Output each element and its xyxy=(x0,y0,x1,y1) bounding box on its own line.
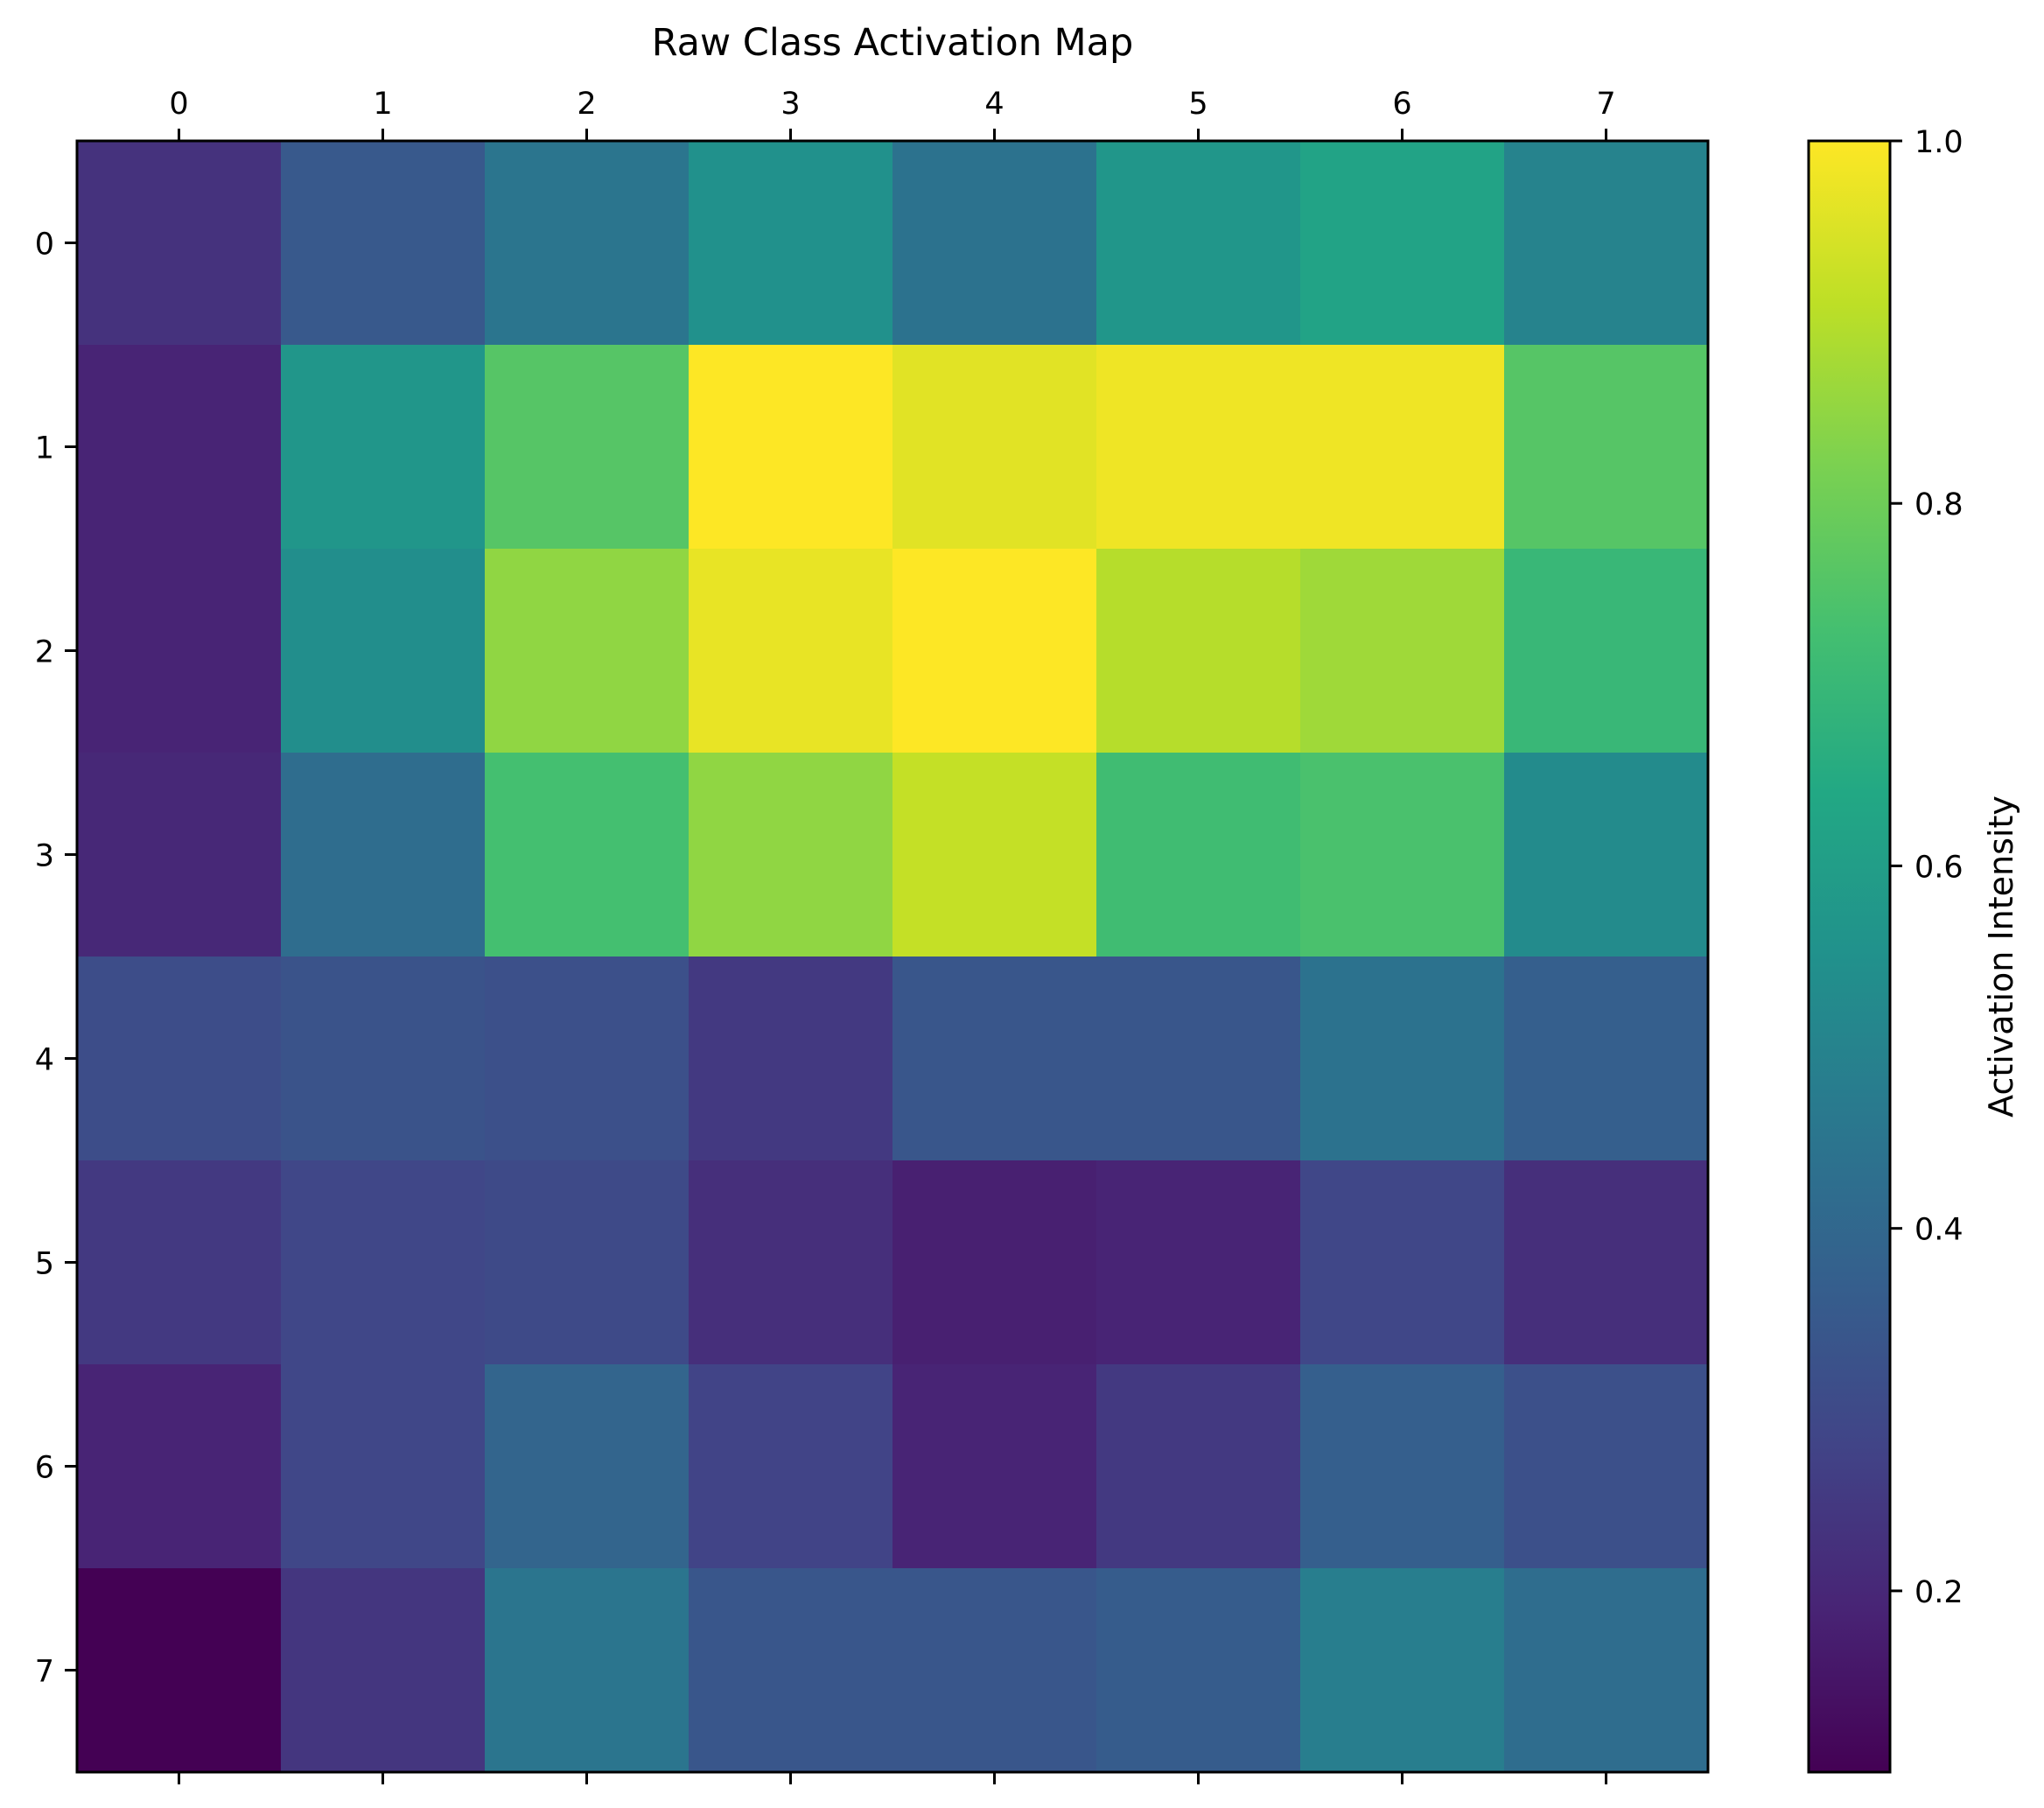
heatmap-cell-r7-c5 xyxy=(1096,1568,1301,1773)
heatmap-cell-r2-c0 xyxy=(77,549,282,753)
colorbar-tick-label: 0.4 xyxy=(1914,1213,1964,1248)
heatmap-cell-r5-c2 xyxy=(485,1160,690,1365)
heatmap-cell-r1-c5 xyxy=(1096,345,1301,550)
heatmap-cell-r3-c4 xyxy=(892,753,1097,957)
heatmap-cell-r5-c7 xyxy=(1504,1160,1709,1365)
heatmap-cell-r1-c0 xyxy=(77,345,282,550)
heatmap-cell-r0-c7 xyxy=(1504,141,1709,346)
heatmap-cell-r4-c7 xyxy=(1504,957,1709,1161)
heatmap-cell-r7-c3 xyxy=(689,1568,893,1773)
colorbar-label: Activation Intensity xyxy=(1982,795,2020,1118)
heatmap-cell-r2-c7 xyxy=(1504,549,1709,753)
heatmap-cell-r6-c0 xyxy=(77,1364,282,1569)
heatmap-cell-r3-c5 xyxy=(1096,753,1301,957)
colorbar-frame xyxy=(1807,139,1892,1774)
heatmap-cell-r1-c1 xyxy=(281,345,486,550)
heatmap-cell-r3-c6 xyxy=(1300,753,1505,957)
heatmap-cell-r4-c4 xyxy=(892,957,1097,1161)
y-tick-label: 3 xyxy=(35,839,54,874)
heatmap-cell-r1-c6 xyxy=(1300,345,1505,550)
heatmap-cell-r2-c4 xyxy=(892,549,1097,753)
y-tick-label: 1 xyxy=(35,431,54,466)
heatmap-cell-r0-c0 xyxy=(77,141,282,346)
heatmap-cells xyxy=(77,141,1709,1773)
y-tick-label: 4 xyxy=(35,1043,54,1078)
heatmap-cell-r7-c7 xyxy=(1504,1568,1709,1773)
colorbar-tick-label: 0.8 xyxy=(1914,487,1964,522)
heatmap-cell-r4-c2 xyxy=(485,957,690,1161)
heatmap-cell-r0-c4 xyxy=(892,141,1097,346)
heatmap-cell-r5-c4 xyxy=(892,1160,1097,1365)
x-axis-ticks: 0 1 2 3 4 5 6 7 xyxy=(169,87,1616,1784)
heatmap-cell-r2-c1 xyxy=(281,549,486,753)
heatmap-cell-r3-c2 xyxy=(485,753,690,957)
heatmap-cell-r0-c1 xyxy=(281,141,486,346)
y-tick-label: 7 xyxy=(35,1655,54,1690)
heatmap-cell-r4-c0 xyxy=(77,957,282,1161)
y-tick-label: 0 xyxy=(35,228,54,263)
heatmap-cell-r5-c1 xyxy=(281,1160,486,1365)
heatmap-cell-r6-c3 xyxy=(689,1364,893,1569)
heatmap-cell-r5-c6 xyxy=(1300,1160,1505,1365)
heatmap-cell-r7-c1 xyxy=(281,1568,486,1773)
heatmap-cell-r7-c6 xyxy=(1300,1568,1505,1773)
chart-title: Raw Class Activation Map xyxy=(652,21,1134,65)
heatmap-cell-r3-c3 xyxy=(689,753,893,957)
heatmap-cell-r1-c3 xyxy=(689,345,893,550)
colorbar-ticks: 0.2 0.4 0.6 0.8 1.0 xyxy=(1890,125,1964,1610)
y-tick-label: 5 xyxy=(35,1247,54,1282)
heatmap-cell-r4-c3 xyxy=(689,957,893,1161)
heatmap-cell-r7-c4 xyxy=(892,1568,1097,1773)
x-tick-label: 2 xyxy=(577,87,596,122)
y-tick-label: 6 xyxy=(35,1451,54,1486)
heatmap-cell-r1-c2 xyxy=(485,345,690,550)
heatmap-cell-r6-c6 xyxy=(1300,1364,1505,1569)
heatmap-cell-r3-c0 xyxy=(77,753,282,957)
heatmap-cell-r2-c5 xyxy=(1096,549,1301,753)
heatmap-cell-r0-c6 xyxy=(1300,141,1505,346)
heatmap-cell-r5-c0 xyxy=(77,1160,282,1365)
heatmap-cell-r0-c5 xyxy=(1096,141,1301,346)
y-axis-ticks: 0 1 2 3 4 5 6 7 xyxy=(35,228,77,1690)
plot-frame xyxy=(75,139,1710,1774)
heatmap-cell-r1-c7 xyxy=(1504,345,1709,550)
heatmap-cell-r3-c7 xyxy=(1504,753,1709,957)
heatmap-cell-r6-c1 xyxy=(281,1364,486,1569)
heatmap-cell-r5-c5 xyxy=(1096,1160,1301,1365)
colorbar-tick-label: 1.0 xyxy=(1914,125,1964,160)
x-tick-label: 1 xyxy=(373,87,392,122)
heatmap-cell-r0-c3 xyxy=(689,141,893,346)
colorbar xyxy=(1809,141,1890,1772)
y-tick-label: 2 xyxy=(35,635,54,670)
heatmap-cell-r5-c3 xyxy=(689,1160,893,1365)
heatmap-cell-r4-c5 xyxy=(1096,957,1301,1161)
colorbar-tick-label: 0.6 xyxy=(1914,850,1964,885)
x-tick-label: 6 xyxy=(1392,87,1411,122)
heatmap-cell-r6-c2 xyxy=(485,1364,690,1569)
heatmap-cell-r2-c2 xyxy=(485,549,690,753)
heatmap-cell-r1-c4 xyxy=(892,345,1097,550)
x-tick-label: 4 xyxy=(984,87,1004,122)
heatmap-cell-r4-c6 xyxy=(1300,957,1505,1161)
heatmap-cell-r6-c4 xyxy=(892,1364,1097,1569)
x-tick-label: 0 xyxy=(169,87,188,122)
x-tick-label: 5 xyxy=(1188,87,1208,122)
heatmap-cell-r6-c7 xyxy=(1504,1364,1709,1569)
x-tick-label: 7 xyxy=(1596,87,1615,122)
heatmap-cell-r2-c3 xyxy=(689,549,893,753)
x-tick-label: 3 xyxy=(780,87,800,122)
heatmap-cell-r7-c2 xyxy=(485,1568,690,1773)
heatmap-cell-r2-c6 xyxy=(1300,549,1505,753)
heatmap-cell-r3-c1 xyxy=(281,753,486,957)
colorbar-tick-label: 0.2 xyxy=(1914,1575,1964,1610)
heatmap-cell-r4-c1 xyxy=(281,957,486,1161)
heatmap-cell-r6-c5 xyxy=(1096,1364,1301,1569)
heatmap-cell-r7-c0 xyxy=(77,1568,282,1773)
heatmap-cell-r0-c2 xyxy=(485,141,690,346)
